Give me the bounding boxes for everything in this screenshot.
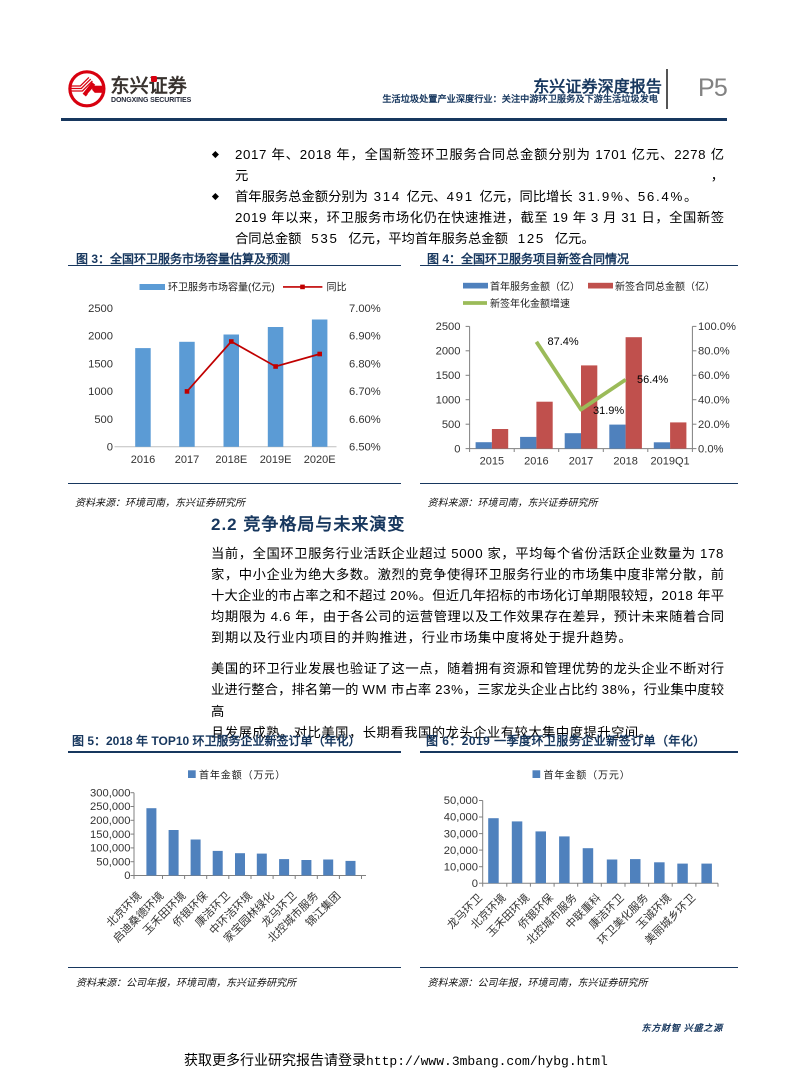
svg-text:6.70%: 6.70% <box>349 386 381 398</box>
svg-text:50,000: 50,000 <box>444 795 478 807</box>
svg-text:2500: 2500 <box>436 321 461 333</box>
svg-text:60.0%: 60.0% <box>698 370 730 382</box>
svg-text:40.0%: 40.0% <box>698 394 730 406</box>
svg-text:0.0%: 0.0% <box>698 443 724 455</box>
svg-text:2017: 2017 <box>569 456 593 468</box>
svg-text:1500: 1500 <box>88 358 113 370</box>
svg-text:首年金额（万元）: 首年金额（万元） <box>544 769 631 782</box>
svg-text:首年金额（万元）: 首年金额（万元） <box>199 769 286 782</box>
svg-text:环卫服务市场容量(亿元): 环卫服务市场容量(亿元) <box>168 281 275 294</box>
svg-text:56.4%: 56.4% <box>637 374 668 386</box>
svg-text:150,000: 150,000 <box>90 829 130 841</box>
svg-text:40,000: 40,000 <box>444 812 478 824</box>
svg-text:300,000: 300,000 <box>90 787 130 799</box>
svg-text:新签合同总金额（亿）: 新签合同总金额（亿） <box>615 280 715 293</box>
svg-text:87.4%: 87.4% <box>548 336 579 348</box>
svg-text:0: 0 <box>107 442 113 454</box>
svg-text:2016: 2016 <box>524 456 548 468</box>
svg-text:同比: 同比 <box>327 282 347 294</box>
svg-text:80.0%: 80.0% <box>698 346 730 358</box>
svg-text:首年服务金额（亿）: 首年服务金额（亿） <box>490 280 580 293</box>
svg-text:7.00%: 7.00% <box>349 303 381 315</box>
svg-text:2015: 2015 <box>480 456 504 468</box>
svg-text:6.80%: 6.80% <box>349 358 381 370</box>
svg-text:100.0%: 100.0% <box>698 321 736 333</box>
svg-text:新签年化金额增速: 新签年化金额增速 <box>490 297 570 310</box>
svg-text:1500: 1500 <box>436 370 461 382</box>
svg-text:30,000: 30,000 <box>444 828 478 840</box>
svg-text:100,000: 100,000 <box>90 843 130 855</box>
svg-text:31.9%: 31.9% <box>593 405 624 417</box>
svg-text:2019E: 2019E <box>260 454 292 466</box>
svg-text:6.90%: 6.90% <box>349 331 381 343</box>
svg-text:2018E: 2018E <box>215 454 247 466</box>
svg-text:2500: 2500 <box>88 303 113 315</box>
svg-text:2020E: 2020E <box>304 454 336 466</box>
svg-text:500: 500 <box>442 419 461 431</box>
svg-text:2018: 2018 <box>613 456 637 468</box>
svg-text:10,000: 10,000 <box>444 861 478 873</box>
svg-text:20,000: 20,000 <box>444 845 478 857</box>
svg-text:2016: 2016 <box>131 454 155 466</box>
svg-text:500: 500 <box>94 414 113 426</box>
svg-text:50,000: 50,000 <box>96 856 130 868</box>
svg-text:6.60%: 6.60% <box>349 414 381 426</box>
svg-text:2000: 2000 <box>88 331 113 343</box>
svg-text:250,000: 250,000 <box>90 801 130 813</box>
svg-text:2019Q1: 2019Q1 <box>651 456 690 468</box>
svg-text:6.50%: 6.50% <box>349 442 381 454</box>
svg-text:1000: 1000 <box>436 394 461 406</box>
svg-text:0: 0 <box>124 870 130 882</box>
svg-text:2000: 2000 <box>436 346 461 358</box>
svg-text:2017: 2017 <box>175 454 199 466</box>
svg-text:0: 0 <box>454 443 460 455</box>
svg-text:200,000: 200,000 <box>90 815 130 827</box>
svg-text:20.0%: 20.0% <box>698 419 730 431</box>
svg-text:0: 0 <box>472 878 478 890</box>
svg-text:1000: 1000 <box>88 386 113 398</box>
